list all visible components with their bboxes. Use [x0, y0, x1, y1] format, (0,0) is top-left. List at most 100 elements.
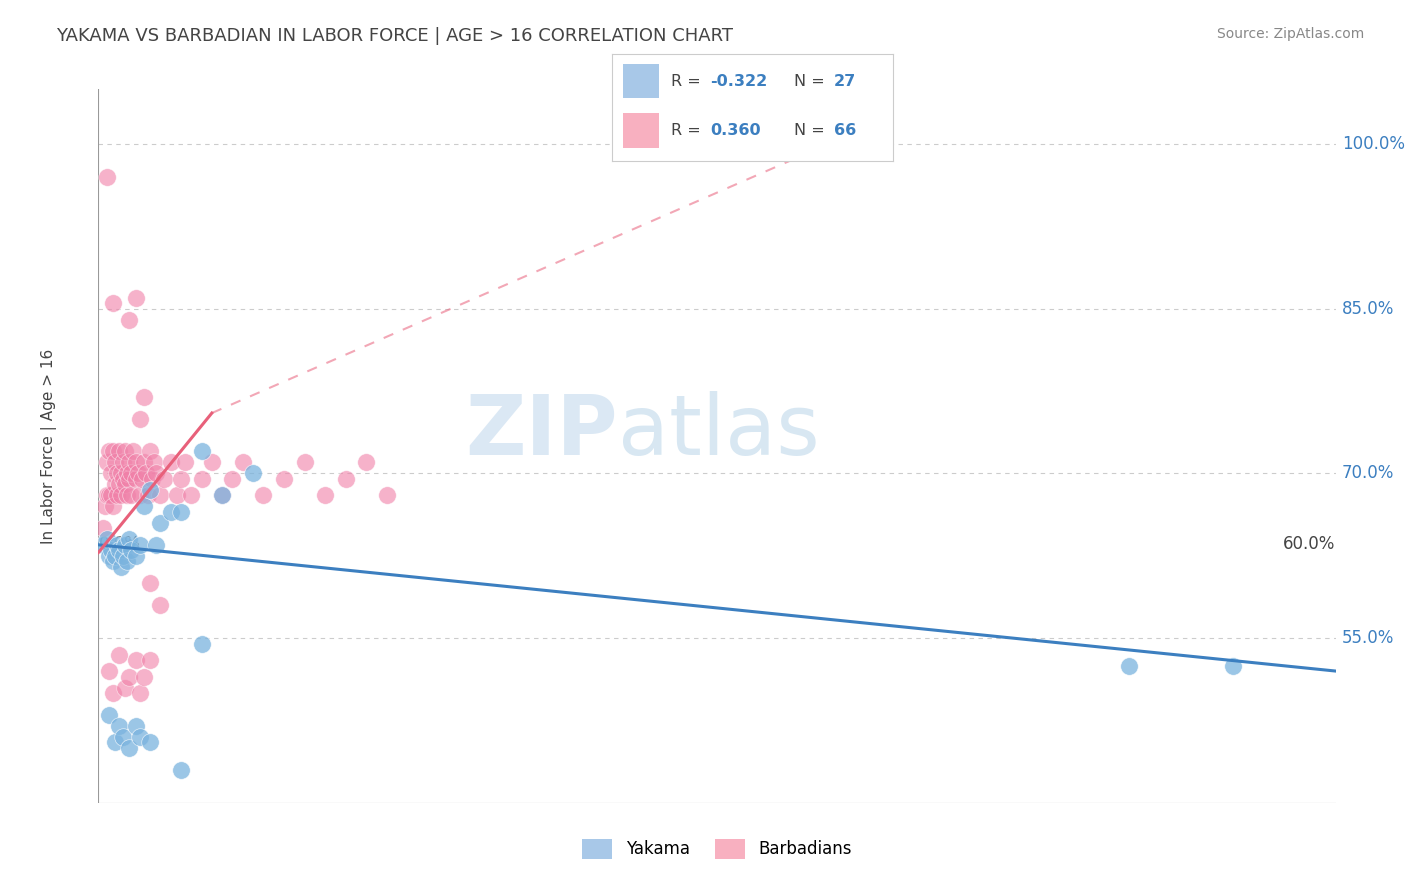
Point [132, 669, 155, 683]
Point [180, 488, 202, 502]
Point [211, 488, 233, 502]
Text: 55.0%: 55.0% [1341, 629, 1395, 647]
Point [127, 467, 149, 481]
Point [104, 477, 127, 491]
Point [170, 472, 193, 486]
Point [93, 500, 115, 514]
Text: ZIP: ZIP [465, 392, 619, 472]
Point [174, 455, 197, 469]
Point [314, 488, 336, 502]
Point [118, 740, 141, 755]
Point [112, 730, 135, 744]
Point [112, 472, 135, 486]
Point [110, 559, 132, 574]
Text: 85.0%: 85.0% [1341, 300, 1395, 318]
Point [232, 455, 254, 469]
Point [118, 472, 141, 486]
Point [122, 444, 145, 458]
Text: N =: N = [794, 74, 831, 89]
Text: 70.0%: 70.0% [1341, 465, 1395, 483]
Point [104, 455, 127, 469]
Point [120, 488, 142, 502]
Text: 100.0%: 100.0% [1341, 135, 1405, 153]
Point [101, 500, 124, 514]
Point [149, 598, 172, 612]
Point [139, 653, 162, 667]
Point [273, 472, 295, 486]
Point [100, 543, 122, 558]
Text: R =: R = [671, 123, 706, 138]
Point [114, 681, 136, 695]
Point [124, 291, 146, 305]
Point [101, 444, 124, 458]
Text: YAKAMA VS BARBADIAN IN LABOR FORCE | AGE > 16 CORRELATION CHART: YAKAMA VS BARBADIAN IN LABOR FORCE | AGE… [56, 27, 734, 45]
Point [108, 543, 131, 558]
Point [252, 488, 274, 502]
Point [201, 455, 224, 469]
Point [104, 735, 127, 749]
Point [101, 686, 124, 700]
Point [242, 467, 264, 481]
Point [105, 467, 128, 481]
Point [124, 653, 146, 667]
Text: N =: N = [794, 123, 831, 138]
Point [135, 467, 157, 481]
Point [128, 686, 150, 700]
Point [170, 505, 193, 519]
Point [124, 472, 146, 486]
Point [105, 538, 128, 552]
Point [101, 554, 124, 568]
Point [97, 664, 120, 678]
Point [145, 538, 167, 552]
Point [1222, 658, 1244, 673]
Point [190, 444, 212, 458]
Point [124, 549, 146, 563]
Point [108, 444, 131, 458]
Bar [623, 64, 659, 98]
Text: R =: R = [671, 74, 706, 89]
Point [118, 533, 141, 547]
Point [124, 719, 146, 733]
Point [149, 488, 172, 502]
Point [108, 648, 131, 662]
Point [294, 455, 316, 469]
Legend: Yakama, Barbadians: Yakama, Barbadians [576, 832, 858, 866]
Text: 0.360: 0.360 [710, 123, 761, 138]
Point [97, 488, 120, 502]
Point [114, 477, 136, 491]
Point [128, 411, 150, 425]
Point [91, 521, 114, 535]
Point [166, 488, 188, 502]
Point [97, 549, 120, 563]
Point [128, 538, 150, 552]
Point [128, 730, 150, 744]
Text: 27: 27 [834, 74, 856, 89]
Text: atlas: atlas [619, 392, 820, 472]
Point [117, 554, 139, 568]
Point [117, 488, 139, 502]
Point [117, 467, 139, 481]
Point [104, 549, 127, 563]
Point [108, 719, 131, 733]
Point [105, 488, 128, 502]
Point [97, 444, 120, 458]
Point [114, 444, 136, 458]
Point [170, 763, 193, 777]
Point [1118, 658, 1140, 673]
Point [132, 455, 155, 469]
Point [112, 455, 135, 469]
Point [159, 505, 181, 519]
Point [356, 455, 378, 469]
Point [139, 444, 162, 458]
Point [124, 455, 146, 469]
Point [159, 455, 181, 469]
Point [153, 472, 176, 486]
Point [190, 472, 212, 486]
Point [141, 472, 163, 486]
Point [110, 467, 132, 481]
Point [112, 549, 135, 563]
Point [100, 467, 122, 481]
Point [120, 543, 142, 558]
Point [221, 472, 243, 486]
Text: Source: ZipAtlas.com: Source: ZipAtlas.com [1216, 27, 1364, 41]
